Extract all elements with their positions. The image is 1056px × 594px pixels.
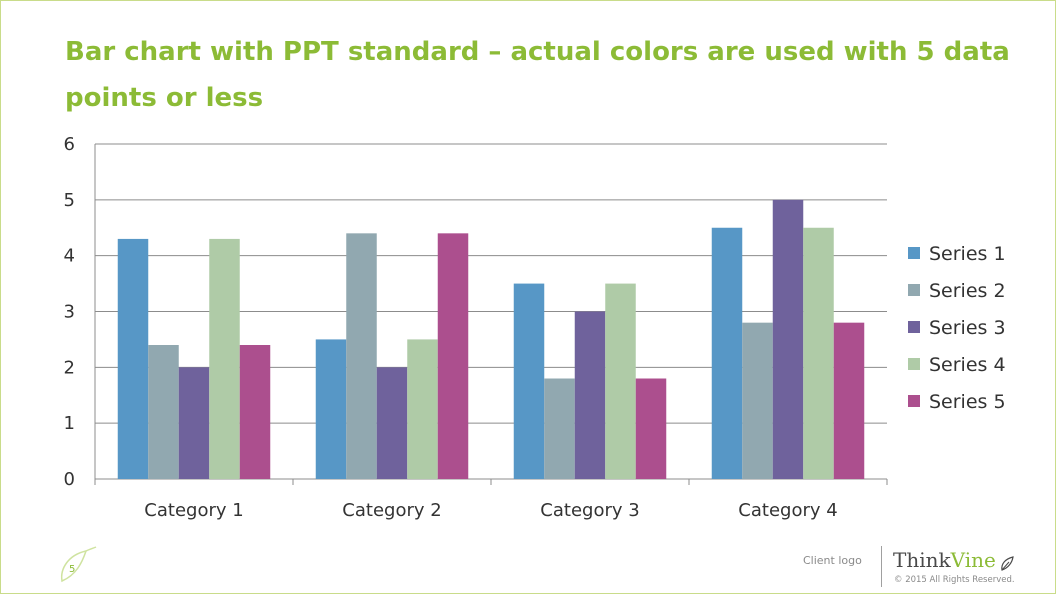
- bar: [346, 233, 377, 479]
- bar: [803, 227, 834, 479]
- y-tick-label: 5: [64, 190, 75, 211]
- x-tick-label: Category 2: [342, 500, 441, 521]
- brand-logo: ThinkVine: [893, 548, 996, 572]
- page-number: 5: [69, 564, 76, 575]
- brand-vine: Vine: [950, 548, 996, 572]
- bar: [148, 345, 179, 479]
- y-tick-label: 4: [64, 246, 75, 267]
- bar: [711, 227, 743, 479]
- copyright: © 2015 All Rights Reserved.: [894, 575, 1015, 585]
- bar: [178, 367, 210, 479]
- y-tick-label: 2: [64, 357, 75, 378]
- bar: [742, 322, 773, 479]
- legend-swatch: [908, 321, 920, 333]
- legend-swatch: [908, 395, 920, 407]
- x-tick-label: Category 1: [144, 500, 243, 521]
- slide-title: Bar chart with PPT standard – actual col…: [65, 37, 1010, 113]
- bar: [635, 378, 667, 479]
- bar: [605, 283, 636, 479]
- bar: [833, 322, 865, 479]
- client-logo: Client logo: [803, 554, 862, 567]
- legend-label: Series 2: [929, 280, 1006, 302]
- brand-leaf-icon: [1001, 556, 1014, 571]
- bar: [772, 199, 804, 480]
- leaf-icon: [60, 546, 97, 583]
- legend-swatch: [908, 284, 920, 296]
- legend-label: Series 5: [929, 391, 1006, 413]
- bar: [513, 283, 545, 479]
- legend-label: Series 3: [929, 317, 1006, 339]
- bar: [239, 345, 271, 479]
- bar: [544, 378, 575, 479]
- bar: [315, 339, 347, 479]
- y-tick-label: 0: [64, 469, 75, 490]
- legend-swatch: [908, 358, 920, 370]
- x-tick-label: Category 4: [738, 500, 837, 521]
- x-tick-label: Category 3: [540, 500, 639, 521]
- bar: [209, 238, 240, 479]
- bar: [574, 311, 606, 479]
- legend-swatch: [908, 247, 920, 259]
- bar: [407, 339, 438, 479]
- bar: [376, 367, 408, 479]
- bar-chart: 0 1 2 3 4 5 6 Category 1 Category 2 Category 3 Cat…: [64, 134, 1006, 521]
- legend-label: Series 4: [929, 354, 1006, 376]
- bar: [117, 238, 149, 479]
- legend-label: Series 1: [929, 243, 1006, 265]
- y-tick-label: 3: [64, 302, 75, 323]
- footer-divider: [881, 546, 882, 587]
- y-tick-label: 1: [64, 413, 75, 434]
- brand-think: Think: [893, 548, 951, 572]
- bar: [437, 233, 469, 479]
- y-tick-label: 6: [64, 134, 75, 155]
